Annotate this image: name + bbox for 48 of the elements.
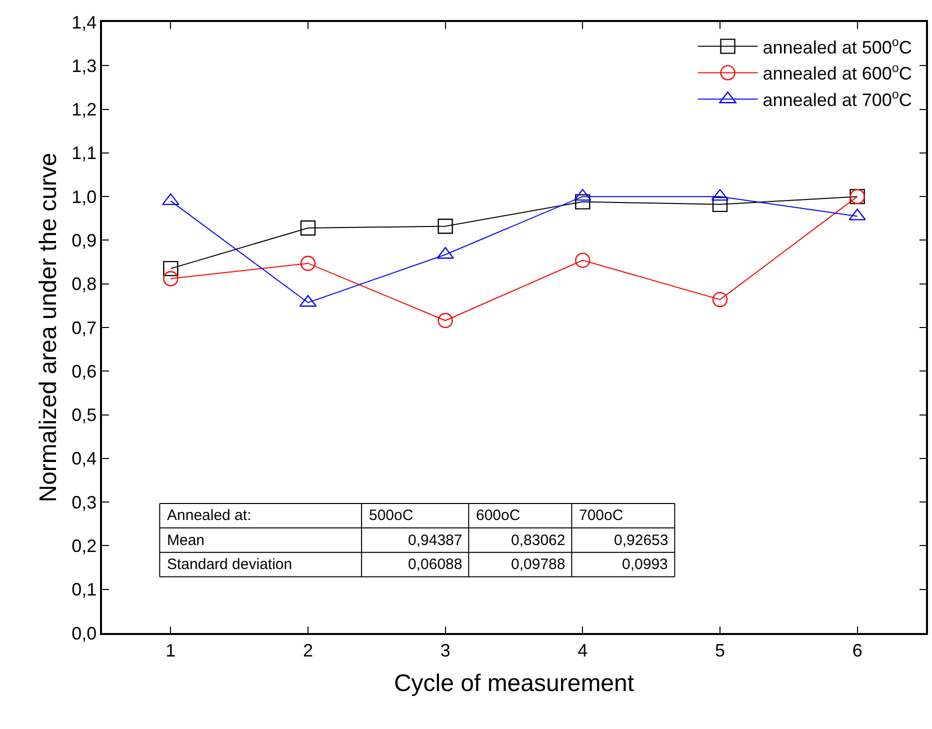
y-tick-label: 0,9 xyxy=(72,230,97,251)
y-tick-label: 0,8 xyxy=(72,274,97,294)
y-tick-label: 0,6 xyxy=(72,361,97,382)
x-axis-title: Cycle of measurement xyxy=(394,670,634,698)
point xyxy=(712,292,728,308)
y-tick-label: 0,2 xyxy=(72,536,97,556)
annotation: 0,09788 xyxy=(511,556,566,573)
x-tick-label: 6 xyxy=(852,640,862,660)
y-tick-label: 1,3 xyxy=(72,56,97,76)
annotation: Mean xyxy=(167,532,205,549)
y-tick-label: 1,0 xyxy=(72,186,97,207)
y-tick-label: 1,2 xyxy=(72,100,97,120)
y-tick-label: 0,3 xyxy=(72,492,97,512)
annotation: 0,92653 xyxy=(614,532,668,549)
y-tick-label: 0,4 xyxy=(72,448,97,469)
x-tick-label: 4 xyxy=(578,640,588,660)
annotation: 0,0993 xyxy=(622,556,668,573)
annotation: 0,06088 xyxy=(408,556,462,573)
annotation: Annealed at: xyxy=(167,507,252,524)
x-tick-label: 3 xyxy=(440,640,450,660)
x-tick-label: 5 xyxy=(714,640,726,660)
annotation: Standard deviation xyxy=(167,556,292,573)
legend-label: annealed at 600$^{o}$C xyxy=(762,61,912,84)
annotation: 700oC xyxy=(579,507,624,524)
point xyxy=(575,252,590,268)
point xyxy=(300,256,316,271)
y-tick-label: 0,5 xyxy=(72,405,97,426)
y-tick-label: 0,1 xyxy=(72,580,97,600)
point xyxy=(163,271,178,286)
y-tick-label: 0,7 xyxy=(72,318,97,338)
y-tick-label: 0,0 xyxy=(72,623,97,644)
point xyxy=(712,196,728,212)
annotation: 600oC xyxy=(476,507,520,524)
y-tick-label: 1,4 xyxy=(72,12,97,32)
annotation: 500oC xyxy=(369,507,414,524)
y-tick-label: 1,1 xyxy=(72,143,97,164)
point xyxy=(438,312,453,328)
legend-label: annealed at 500$^{o}$C xyxy=(762,34,912,58)
x-tick-label: 2 xyxy=(302,640,314,660)
x-tick-label: 1 xyxy=(166,640,176,660)
point xyxy=(163,260,178,276)
annotation: 0,94387 xyxy=(408,532,462,549)
point xyxy=(300,220,316,236)
legend-label: annealed at 700$^{o}$C xyxy=(762,88,912,110)
annotation: 0,83062 xyxy=(511,532,566,549)
point xyxy=(438,218,453,234)
point xyxy=(575,194,590,210)
y-axis-title: Normalized area under the curve xyxy=(35,152,62,502)
